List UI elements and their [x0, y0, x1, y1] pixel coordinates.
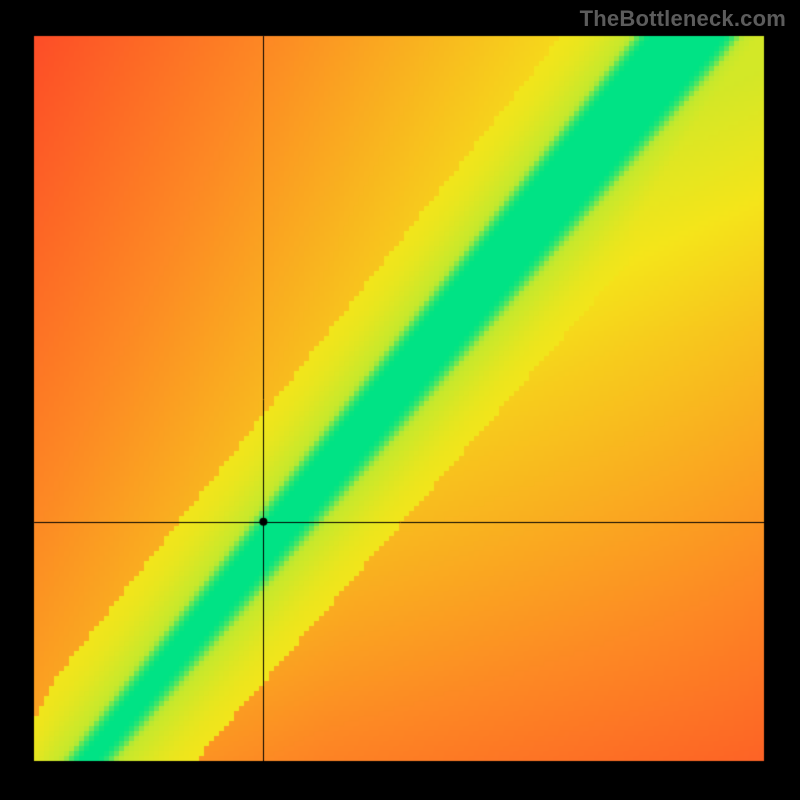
crosshair-overlay	[0, 0, 800, 800]
watermark-text: TheBottleneck.com	[580, 6, 786, 32]
chart-stage: TheBottleneck.com	[0, 0, 800, 800]
